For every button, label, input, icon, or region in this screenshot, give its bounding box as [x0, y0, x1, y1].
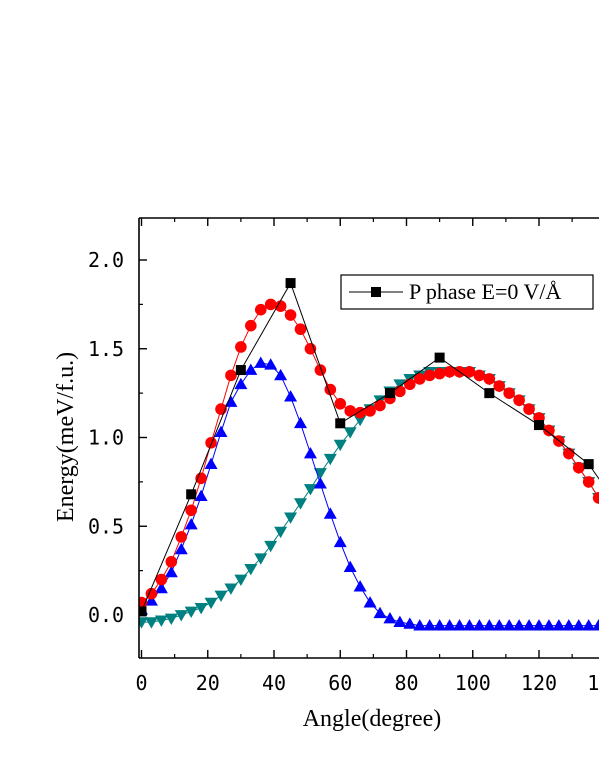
data-point: [543, 425, 555, 437]
data-point: [166, 556, 178, 568]
x-tick-label: 40: [262, 671, 286, 695]
y-tick-label: 1.0: [88, 426, 124, 450]
series-line: [142, 304, 599, 602]
data-point: [205, 437, 217, 449]
data-point: [534, 420, 544, 430]
data-point: [265, 299, 277, 311]
legend-label: P phase E=0 V/Å: [409, 279, 561, 304]
data-point: [335, 418, 345, 428]
data-point: [295, 323, 307, 335]
data-point: [334, 440, 347, 451]
data-point: [325, 384, 337, 396]
data-point: [264, 541, 277, 552]
data-point: [255, 304, 267, 316]
data-point: [503, 387, 515, 399]
y-tick-label: 0.0: [88, 603, 124, 627]
data-point: [592, 619, 599, 630]
data-point: [584, 459, 594, 469]
data-point: [165, 566, 178, 577]
data-point: [145, 617, 158, 628]
data-point: [304, 447, 317, 458]
data-point: [344, 561, 357, 572]
data-point: [364, 405, 376, 417]
data-point: [354, 580, 367, 591]
y-tick-label: 1.5: [88, 337, 124, 361]
data-point: [185, 607, 198, 618]
data-point: [305, 343, 317, 355]
data-point: [523, 403, 535, 415]
data-point: [424, 370, 436, 382]
data-point: [324, 454, 337, 465]
data-point: [385, 388, 395, 398]
data-point: [254, 356, 267, 367]
data-point: [235, 341, 247, 353]
data-point: [324, 507, 337, 518]
x-tick-label: 20: [196, 671, 220, 695]
x-tick-label: 120: [521, 671, 557, 695]
data-point: [573, 462, 585, 474]
data-point: [334, 398, 346, 410]
data-point: [393, 616, 406, 627]
data-point: [175, 610, 188, 621]
x-tick-label: 80: [394, 671, 418, 695]
data-point: [285, 309, 297, 321]
data-point: [185, 504, 197, 516]
data-point: [434, 368, 446, 380]
data-point: [215, 591, 228, 602]
y-axis-title: Energy(meV/f.u.): [53, 352, 79, 522]
data-point: [225, 370, 237, 382]
data-point: [275, 300, 287, 312]
x-axis-title: Angle(degree): [303, 706, 442, 732]
data-point: [195, 603, 208, 614]
data-point: [245, 320, 257, 332]
y-tick-label: 0.5: [88, 514, 124, 538]
data-point: [435, 353, 445, 363]
data-point: [484, 388, 494, 398]
data-point: [286, 278, 296, 288]
data-point: [304, 484, 317, 495]
x-tick-label: 60: [328, 671, 352, 695]
data-point: [583, 476, 595, 488]
data-point: [236, 365, 246, 375]
data-point: [274, 527, 287, 538]
x-tick-label: 0: [135, 671, 147, 695]
data-point: [344, 427, 357, 438]
data-point: [394, 386, 406, 398]
data-point: [364, 596, 377, 607]
data-point: [314, 477, 327, 488]
data-point: [563, 448, 575, 460]
legend-marker: [371, 287, 381, 297]
x-tick-label: 140: [587, 671, 599, 695]
data-point: [493, 380, 505, 392]
data-point: [244, 364, 257, 375]
data-point: [175, 531, 187, 543]
data-point: [294, 417, 307, 428]
data-point: [234, 378, 247, 389]
data-point: [284, 513, 297, 524]
series-line: [142, 283, 599, 611]
data-point: [404, 378, 416, 390]
data-point: [334, 536, 347, 547]
y-tick-label: 2.0: [88, 248, 124, 272]
data-point: [513, 394, 525, 406]
data-point: [474, 370, 486, 382]
data-point: [224, 584, 237, 595]
series-line: [142, 363, 599, 626]
data-point: [284, 390, 297, 401]
x-tick-label: 100: [455, 671, 491, 695]
data-point: [186, 489, 196, 499]
data-point: [294, 498, 307, 509]
data-point: [484, 373, 496, 385]
